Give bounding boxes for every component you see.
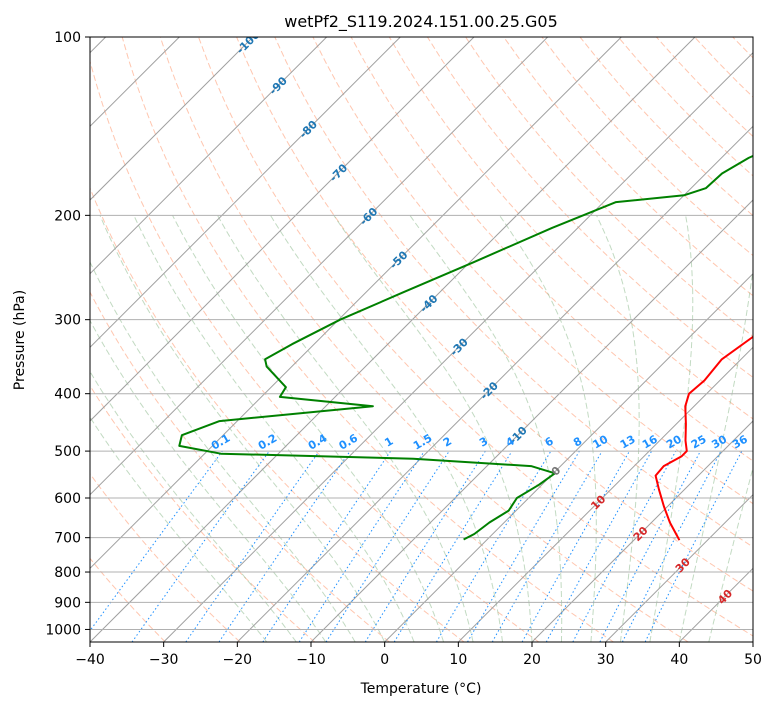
dry-adiabat bbox=[274, 37, 753, 548]
dry-adiabat bbox=[388, 37, 753, 420]
dry-adiabat bbox=[90, 186, 465, 642]
isotherm bbox=[90, 37, 696, 642]
dry-adiabat bbox=[503, 37, 753, 297]
plot-frame bbox=[89, 36, 754, 643]
moist-adiabat bbox=[708, 466, 753, 642]
y-axis-label: Pressure (hPa) bbox=[12, 290, 28, 390]
moist-adiabat bbox=[90, 416, 268, 642]
dry-adiabat bbox=[465, 37, 753, 338]
dry-adiabat bbox=[312, 37, 753, 505]
isotherm bbox=[236, 125, 753, 642]
dry-adiabat bbox=[121, 37, 614, 642]
mixing-ratio-line bbox=[545, 450, 653, 642]
moist-adiabat bbox=[333, 215, 533, 642]
mixing-ratio-line bbox=[325, 450, 450, 642]
x-tick-label: 10 bbox=[449, 652, 467, 668]
y-tick-label: 800 bbox=[54, 565, 81, 581]
mixing-ratio-line bbox=[644, 450, 743, 642]
isotherm bbox=[90, 37, 549, 496]
x-tick-label: 0 bbox=[380, 652, 389, 668]
moist-adiabat bbox=[596, 215, 640, 642]
dry-adiabat bbox=[350, 37, 753, 462]
y-tick-label: 700 bbox=[54, 531, 81, 547]
y-tick-label: 400 bbox=[54, 387, 81, 403]
dry-adiabat bbox=[90, 291, 390, 642]
mixing-ratio-line bbox=[131, 450, 270, 642]
y-axis: 100 200 300 400 500 600 700 800 900 1000 bbox=[45, 30, 90, 638]
x-axis-label: Temperature (°C) bbox=[360, 681, 482, 697]
moist-adiabat bbox=[133, 215, 415, 642]
mixing-ratio-line bbox=[90, 450, 223, 632]
isotherm bbox=[90, 37, 254, 201]
y-tick-label: 600 bbox=[54, 491, 81, 507]
isotherm bbox=[90, 37, 622, 570]
isotherm bbox=[163, 51, 753, 642]
moist-adiabat bbox=[649, 215, 694, 642]
background-lines bbox=[90, 37, 753, 642]
isotherm bbox=[310, 199, 753, 642]
isotherm bbox=[90, 37, 475, 422]
y-tick-label: 200 bbox=[54, 208, 81, 224]
x-tick-label: −20 bbox=[223, 652, 253, 668]
moist-adiabat bbox=[270, 215, 503, 642]
profiles bbox=[178, 154, 753, 541]
moist-adiabat bbox=[90, 260, 356, 642]
isotherm bbox=[605, 493, 753, 642]
x-tick-label: −40 bbox=[75, 652, 105, 668]
dry-adiabat bbox=[90, 59, 540, 642]
isotherm bbox=[90, 37, 328, 275]
moist-adiabat bbox=[409, 215, 563, 642]
dry-adiabat bbox=[90, 557, 166, 642]
isotherm bbox=[90, 37, 401, 349]
x-tick-label: 20 bbox=[523, 652, 541, 668]
dry-adiabat bbox=[236, 37, 753, 592]
pressure-gridlines bbox=[90, 37, 753, 630]
isotherm bbox=[531, 420, 753, 642]
isotherm bbox=[384, 272, 753, 642]
mixing-ratio-line bbox=[521, 450, 630, 642]
y-tick-label: 300 bbox=[54, 313, 81, 329]
x-tick-label: −30 bbox=[149, 652, 179, 668]
x-tick-label: 50 bbox=[744, 652, 762, 668]
moist-adiabat bbox=[172, 215, 445, 642]
y-tick-label: 900 bbox=[54, 595, 81, 611]
chart-title: wetPf2_S119.2024.151.00.25.G05 bbox=[284, 12, 558, 32]
mixing-ratio-line bbox=[298, 450, 425, 642]
x-tick-label: 30 bbox=[597, 652, 615, 668]
isotherm bbox=[457, 346, 753, 642]
moist-adiabat bbox=[678, 265, 753, 642]
mixing-ratio-line bbox=[393, 450, 513, 642]
mixing-ratio-line bbox=[185, 450, 320, 642]
temperature-profile bbox=[654, 335, 753, 541]
moist-adiabat bbox=[499, 215, 597, 642]
dry-adiabat bbox=[159, 37, 689, 642]
y-tick-label: 1000 bbox=[45, 622, 81, 638]
dry-adiabat bbox=[90, 384, 316, 642]
mixing-ratio-line bbox=[262, 450, 392, 642]
moist-adiabat bbox=[90, 370, 297, 642]
mixing-ratio-line bbox=[572, 450, 677, 642]
dewpoint-profile bbox=[178, 154, 753, 541]
x-axis: −40 −30 −20 −10 0 10 20 30 40 50 bbox=[75, 642, 762, 668]
x-tick-label: 40 bbox=[670, 652, 688, 668]
y-tick-label: 500 bbox=[54, 444, 81, 460]
moist-adiabat bbox=[217, 215, 474, 642]
moist-adiabat bbox=[90, 319, 327, 642]
dry-adiabat bbox=[90, 472, 241, 642]
x-tick-label: −10 bbox=[296, 652, 326, 668]
mixing-ratio-line bbox=[218, 450, 351, 642]
y-tick-label: 100 bbox=[54, 30, 81, 46]
